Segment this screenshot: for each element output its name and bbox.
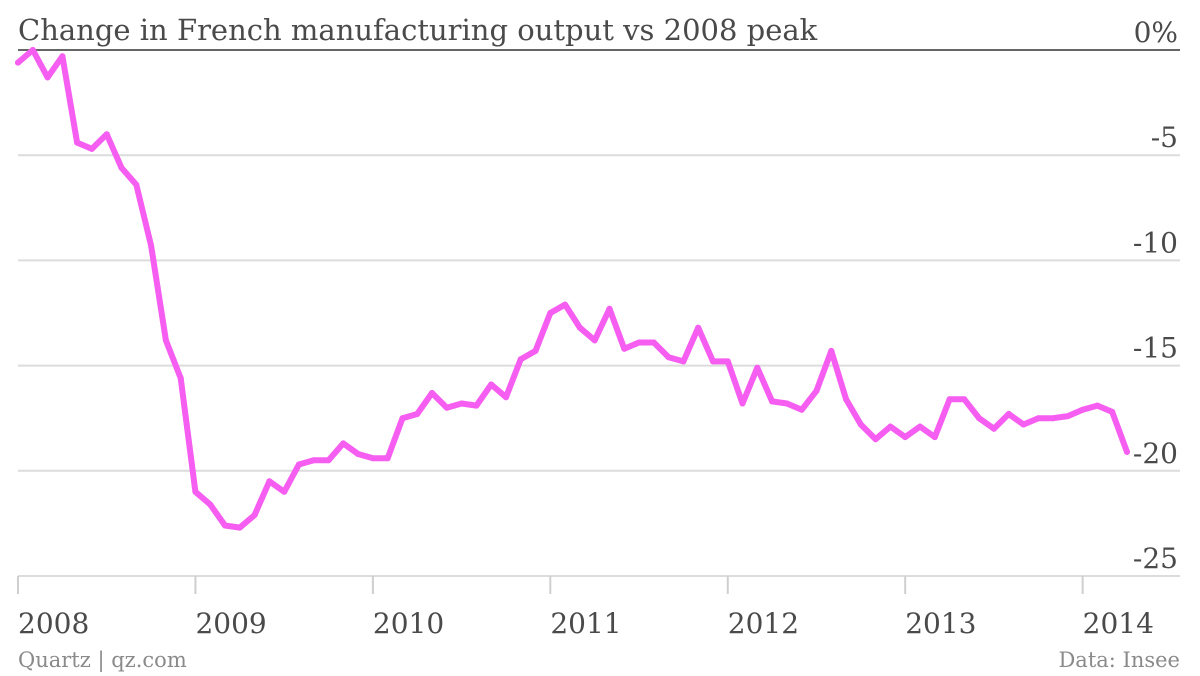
y-tick-label: -20 (1133, 437, 1178, 470)
data-point (192, 488, 199, 495)
y-tick-label: -10 (1133, 226, 1178, 259)
data-point (606, 305, 613, 312)
data-point (695, 324, 702, 331)
series-layer (15, 47, 1130, 531)
data-point (236, 524, 243, 531)
data-point (769, 398, 776, 405)
data-point (990, 425, 997, 432)
data-point (547, 310, 554, 316)
data-point (1005, 411, 1012, 417)
data-point (813, 387, 820, 394)
data-point (310, 457, 317, 464)
data-point (458, 400, 465, 407)
data-point (281, 488, 288, 495)
data-point (562, 301, 569, 308)
data-point (621, 345, 628, 352)
data-point (931, 434, 938, 441)
data-point (251, 512, 258, 518)
data-point (1094, 402, 1101, 409)
footer-source: Data: Insee (1058, 648, 1180, 672)
y-axis-labels: 0% -5 -10 -15 -20 -25 (1133, 16, 1178, 575)
data-point (162, 337, 169, 344)
data-point (636, 339, 642, 346)
data-point (902, 434, 909, 441)
data-point (15, 59, 21, 66)
data-point (872, 436, 879, 443)
data-point (29, 47, 36, 53)
data-point (1079, 406, 1086, 413)
data-point (798, 406, 805, 413)
data-point (739, 400, 746, 407)
data-point (443, 404, 450, 411)
data-point (74, 139, 81, 146)
y-tick-label: -5 (1151, 121, 1178, 154)
x-tick-label: 2010 (373, 607, 444, 640)
data-point (1109, 408, 1116, 415)
data-point (340, 440, 347, 447)
data-point (961, 396, 968, 403)
data-point (118, 164, 125, 171)
data-point (414, 411, 421, 417)
x-axis-labels: 2008 2009 2010 2011 2012 2013 2014 (18, 607, 1154, 640)
data-point (680, 358, 687, 365)
data-point (576, 324, 583, 331)
data-point (88, 145, 95, 152)
data-point (828, 347, 835, 354)
data-point (266, 478, 273, 485)
x-tick-label: 2008 (18, 607, 89, 640)
data-point (650, 339, 657, 346)
chart-title: Change in French manufacturing output vs… (18, 13, 818, 47)
data-point (1035, 415, 1042, 422)
data-point (103, 131, 110, 138)
data-point (222, 522, 228, 529)
data-point (207, 501, 214, 508)
footer-credit: Quartz | qz.com (18, 648, 187, 673)
data-point (44, 74, 51, 81)
data-point (1020, 421, 1027, 428)
y-tick-label: -25 (1133, 542, 1178, 575)
data-point (724, 358, 731, 365)
data-point (887, 423, 894, 430)
data-point (355, 451, 362, 457)
data-point (369, 455, 376, 462)
data-point (384, 455, 391, 462)
data-point (148, 242, 155, 249)
data-point (295, 461, 302, 468)
data-point (591, 337, 598, 344)
data-point (665, 354, 672, 361)
data-point (976, 415, 983, 422)
data-point (1064, 413, 1071, 420)
x-tick-label: 2014 (1083, 607, 1154, 640)
data-point (517, 356, 524, 363)
y-tick-label: -15 (1133, 332, 1178, 365)
data-point (946, 396, 953, 403)
data-point (754, 364, 761, 371)
data-point (399, 415, 406, 422)
x-tick-label: 2009 (195, 607, 266, 640)
data-point (429, 390, 435, 396)
x-tick-label: 2011 (550, 607, 621, 640)
data-point (710, 358, 716, 365)
data-point (857, 421, 864, 428)
data-point (177, 375, 184, 382)
data-point (325, 457, 332, 464)
data-point (1050, 415, 1057, 422)
data-point (532, 347, 539, 354)
series-line (15, 47, 1130, 531)
data-point (59, 53, 66, 60)
x-tick-label: 2013 (905, 607, 976, 640)
data-point (917, 423, 923, 430)
data-point (473, 402, 480, 409)
data-point (133, 181, 140, 188)
data-point (783, 400, 790, 407)
x-tick-label: 2012 (728, 607, 799, 640)
y-tick-label: 0% (1134, 16, 1178, 49)
data-point (843, 396, 850, 403)
data-point (503, 394, 509, 401)
grid-lines (17, 49, 1180, 594)
data-point (488, 381, 495, 388)
data-point (1124, 448, 1130, 455)
